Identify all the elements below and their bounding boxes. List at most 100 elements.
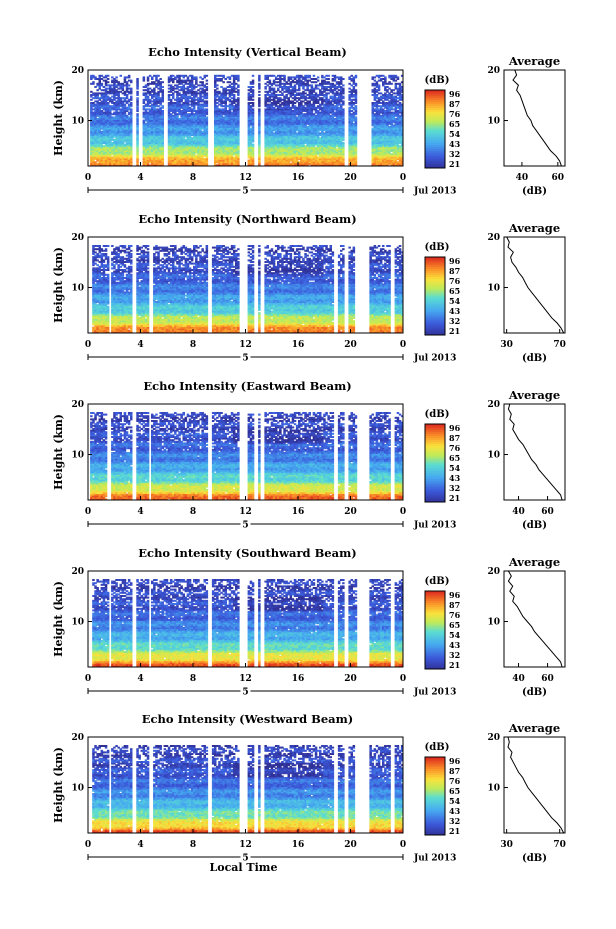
heatmap-cell xyxy=(258,164,261,167)
heatmap-cell xyxy=(193,156,196,159)
heatmap-cell xyxy=(274,145,278,148)
heatmap-cell xyxy=(109,126,112,128)
heatmap-cell xyxy=(258,159,261,162)
heatmap-cell xyxy=(199,154,202,157)
heatmap-cell xyxy=(201,159,204,162)
heatmap-cell xyxy=(193,151,196,154)
heatmap-cell xyxy=(222,129,225,132)
heatmap-cell xyxy=(182,137,185,140)
heatmap-cell xyxy=(293,164,297,167)
heatmap-cell xyxy=(314,137,318,140)
heatmap-cell xyxy=(308,129,311,132)
heatmap-cell xyxy=(331,156,335,159)
heatmap-cell xyxy=(289,140,293,143)
heatmap-cell xyxy=(348,140,351,143)
heatmap-cell xyxy=(228,162,232,165)
heatmap-cell xyxy=(153,126,156,128)
heatmap-cell xyxy=(98,162,101,165)
heatmap-cell xyxy=(119,145,122,148)
heatmap-cell xyxy=(205,108,209,111)
heatmap-cell xyxy=(224,148,227,151)
heatmap-cell xyxy=(174,143,177,146)
heatmap-cell xyxy=(308,142,311,144)
heatmap-cell xyxy=(155,138,158,141)
heatmap-cell xyxy=(392,145,395,148)
heatmap-cell xyxy=(146,129,150,132)
heatmap-cell xyxy=(249,154,253,157)
heatmap-cell xyxy=(218,148,221,151)
heatmap-cell xyxy=(232,134,236,136)
heatmap-cell xyxy=(272,129,276,132)
heatmap-cell xyxy=(96,135,99,138)
heatmap-cell xyxy=(121,138,125,141)
heatmap-cell xyxy=(270,148,274,151)
heatmap-cell xyxy=(180,153,183,156)
heatmap-cell xyxy=(342,162,345,165)
heatmap-cell xyxy=(327,143,330,146)
heatmap-cell xyxy=(104,161,108,164)
heatmap-cell xyxy=(113,148,116,151)
heatmap-cell xyxy=(214,134,217,136)
heatmap-cell xyxy=(167,145,171,148)
heatmap-cell xyxy=(247,146,251,149)
heatmap-cell xyxy=(379,154,383,157)
heatmap-cell xyxy=(285,138,288,141)
heatmap-cell xyxy=(329,150,332,152)
heatmap-cell xyxy=(148,151,152,154)
heatmap-cell xyxy=(224,143,227,146)
heatmap-cell xyxy=(157,134,160,136)
heatmap-cell xyxy=(382,148,385,151)
heatmap-cell xyxy=(293,143,297,146)
heatmap-cell xyxy=(289,153,293,156)
heatmap-cell xyxy=(377,154,381,157)
heatmap-cell xyxy=(340,127,343,130)
heatmap-cell xyxy=(331,129,335,132)
heatmap-cell xyxy=(268,145,272,148)
heatmap-cell xyxy=(340,156,343,159)
heatmap-cell xyxy=(384,127,387,130)
heatmap-cell xyxy=(176,150,179,152)
heatmap-cell xyxy=(115,154,118,157)
heatmap-cell xyxy=(117,153,120,156)
heatmap-cell xyxy=(327,156,330,159)
heatmap-cell xyxy=(117,137,120,140)
heatmap-cell xyxy=(333,145,337,148)
heatmap-cell xyxy=(180,130,183,133)
heatmap-cell xyxy=(373,130,377,133)
heatmap-cell xyxy=(201,164,204,167)
heatmap-cell xyxy=(216,138,219,141)
heatmap-cell xyxy=(302,134,305,136)
heatmap-cell xyxy=(167,159,171,162)
heatmap-cell xyxy=(396,164,400,167)
heatmap-cell xyxy=(348,129,351,132)
heatmap-cell xyxy=(106,145,110,148)
heatmap-cell xyxy=(396,127,400,130)
heatmap-cell xyxy=(119,158,122,160)
heatmap-cell xyxy=(104,130,108,133)
heatmap-cell xyxy=(186,164,190,167)
heatmap-cell xyxy=(111,145,114,148)
heatmap-cell xyxy=(153,134,156,136)
heatmap-cell xyxy=(106,159,110,162)
heatmap-cell xyxy=(90,156,93,159)
heatmap-cell xyxy=(293,129,297,132)
heatmap-cell xyxy=(222,154,225,157)
heatmap-cell xyxy=(188,130,192,133)
heatmap-cell xyxy=(167,150,171,152)
heatmap-cell xyxy=(178,154,181,157)
heatmap-cell xyxy=(312,156,316,159)
heatmap-cell xyxy=(94,142,97,144)
heatmap-cell xyxy=(193,161,196,164)
heatmap-cell xyxy=(382,137,385,140)
heatmap-cell xyxy=(115,143,118,146)
heatmap-cell xyxy=(127,158,131,160)
heatmap-cell xyxy=(115,150,118,152)
heatmap-cell xyxy=(117,145,120,148)
heatmap-cell xyxy=(123,151,127,154)
heatmap-cell xyxy=(100,140,104,143)
heatmap-cell xyxy=(199,130,202,133)
heatmap-cell xyxy=(283,135,286,138)
heatmap-cell xyxy=(237,148,240,151)
heatmap-cell xyxy=(398,150,402,152)
heatmap-cell xyxy=(100,154,104,157)
